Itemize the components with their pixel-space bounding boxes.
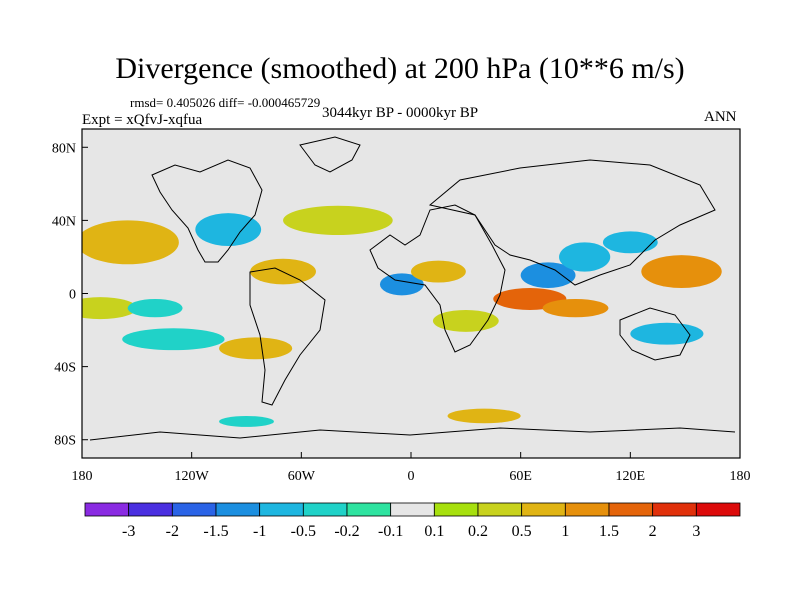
- season-label: ANN: [704, 109, 737, 125]
- colorbar-label: -0.1: [378, 523, 403, 540]
- anomaly-region-11: [559, 242, 611, 272]
- y-tick-label: 40S: [54, 361, 76, 376]
- anomaly-region-0: [82, 220, 179, 265]
- colorbar-cell: [433, 502, 479, 517]
- colorbar-cell: [521, 502, 566, 517]
- australia-coastline: [619, 307, 691, 361]
- colorbar-label: 0.1: [424, 523, 444, 540]
- colorbar-cell: [215, 502, 261, 517]
- colorbar-label: -1: [253, 523, 266, 540]
- stats-label: rmsd= 0.405026 diff= -0.000465729: [130, 95, 321, 110]
- colorbar-label: -0.2: [334, 523, 359, 540]
- colorbar-cell: [652, 502, 697, 517]
- anomaly-region-10: [520, 262, 576, 289]
- anomaly-region-19: [219, 415, 274, 427]
- anomaly-region-3: [82, 297, 137, 320]
- x-tick-label: 0: [408, 469, 415, 484]
- anomaly-region-9: [542, 298, 609, 318]
- colorbar-cell: [84, 502, 130, 517]
- chart-title: Divergence (smoothed) at 200 hPa (10**6 …: [115, 52, 685, 85]
- colorbar-label: 1.5: [599, 523, 619, 540]
- north-america-coastline: [151, 159, 263, 263]
- europe-africa-coastline: [369, 204, 506, 353]
- colorbar-label: 0.2: [468, 523, 488, 540]
- colorbar-label: -2: [166, 523, 179, 540]
- colorbar-label: 1: [561, 523, 569, 540]
- anomaly-region-13: [602, 231, 658, 254]
- anomaly-region-12: [641, 255, 722, 289]
- y-tick-label: 40N: [52, 214, 76, 229]
- anomaly-region-7: [411, 260, 466, 283]
- anomaly-region-4: [127, 298, 183, 318]
- colorbar-cell: [171, 502, 217, 517]
- colorbar-cell: [128, 502, 173, 517]
- y-tick-label: 80S: [54, 434, 76, 449]
- colorbar-label: -3: [122, 523, 135, 540]
- colorbar-label: -1.5: [203, 523, 228, 540]
- anomaly-region-2: [283, 205, 393, 236]
- y-tick-label: 80N: [52, 141, 76, 156]
- anomaly-region-15: [219, 337, 293, 360]
- anomaly-region-18: [447, 408, 521, 424]
- colorbar-label: 2: [649, 523, 657, 540]
- south-america-coastline: [249, 267, 326, 406]
- colorbar-cell: [564, 502, 610, 517]
- anomaly-region-16: [432, 309, 499, 332]
- colorbar-cell: [302, 502, 348, 517]
- colorbar-cell: [346, 502, 392, 517]
- x-tick-label: 120W: [175, 469, 210, 484]
- anomaly-region-1: [195, 213, 262, 246]
- greenland-coastline: [299, 136, 361, 173]
- antarctica-coastline: [89, 427, 736, 441]
- colorbar-label: 0.5: [512, 523, 532, 540]
- x-tick-label: 180: [730, 469, 751, 484]
- colorbar-label: 3: [692, 523, 700, 540]
- colorbar-cell: [259, 502, 304, 517]
- colorbar-cell: [608, 502, 654, 517]
- y-tick-label: 0: [69, 288, 76, 303]
- asia-coastline: [428, 159, 716, 286]
- period-label: 3044kyr BP - 0000kyr BP: [322, 105, 479, 121]
- colorbar-cell: [695, 502, 741, 517]
- x-tick-label: 120E: [616, 469, 646, 484]
- colorbar-label: -0.5: [291, 523, 316, 540]
- x-tick-label: 60W: [288, 469, 316, 484]
- colorbar-cell: [477, 502, 523, 517]
- x-tick-label: 180: [72, 469, 93, 484]
- experiment-label: Expt = xQfvJ-xqfua: [82, 112, 203, 128]
- anomaly-region-6: [379, 273, 424, 296]
- colorbar-cell: [390, 502, 435, 517]
- x-tick-label: 60E: [509, 469, 532, 484]
- anomaly-region-14: [122, 328, 225, 351]
